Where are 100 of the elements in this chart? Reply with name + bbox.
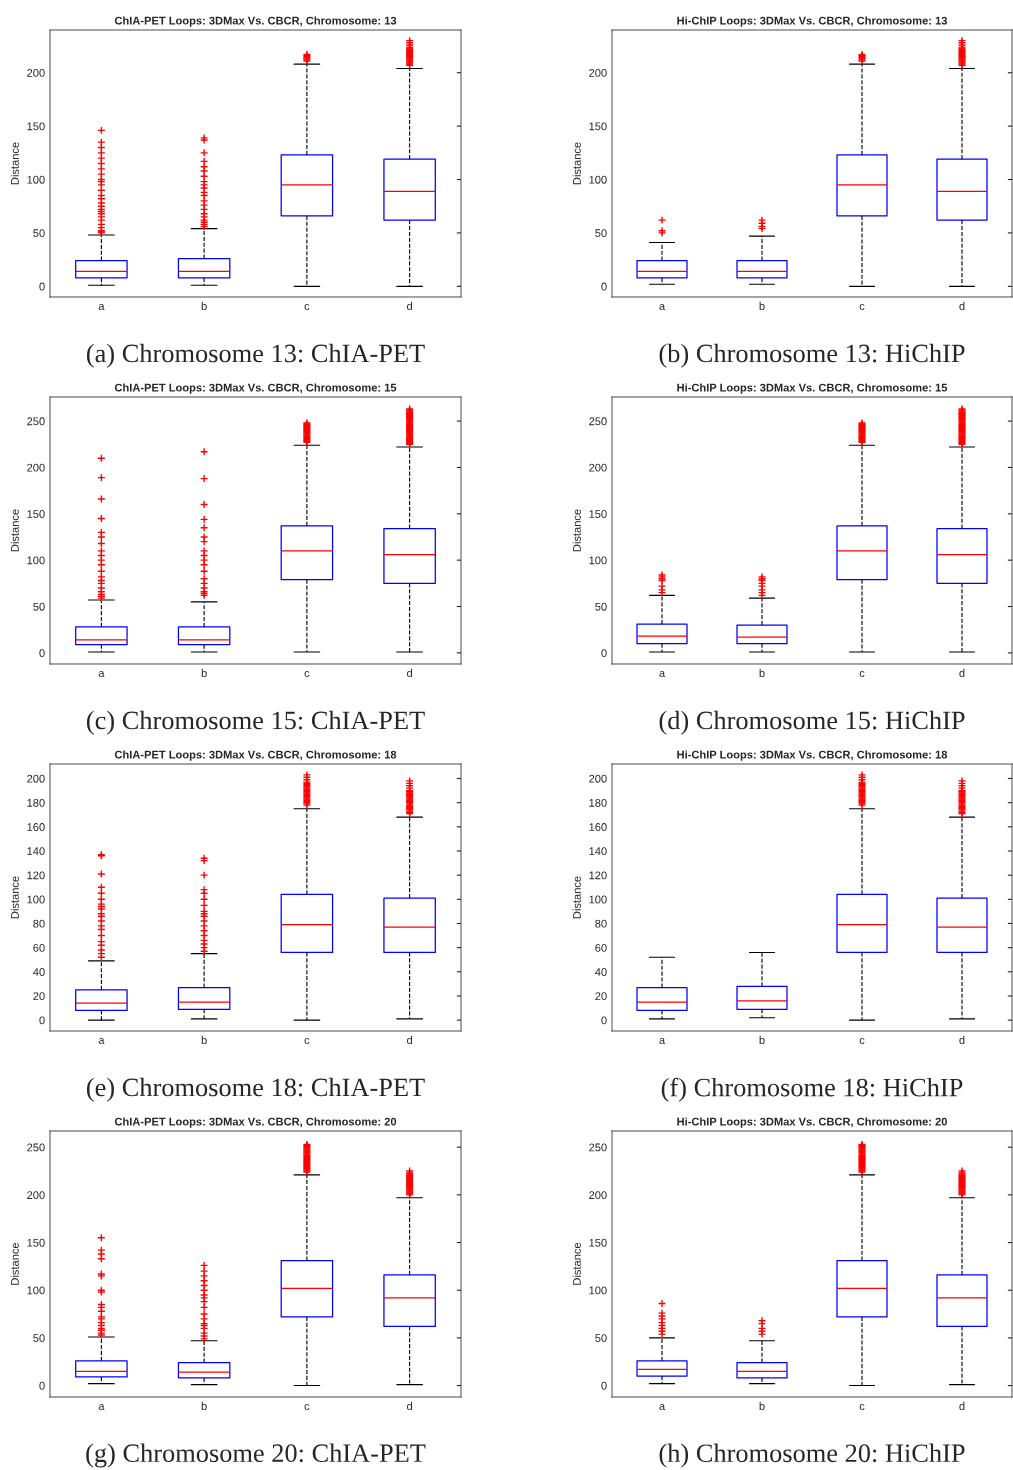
y-tick-label: 250 [589,1143,607,1152]
y-tick-label: 50 [33,229,45,238]
x-tick-label: d [959,1035,965,1045]
x-tick-label: a [659,1403,666,1411]
y-tick-label: 200 [27,774,45,783]
chart-title: ChIA-PET Loops: 3DMax Vs. CBCR, Chromosome: 13 [114,16,397,27]
x-tick-label: a [659,670,666,678]
y-tick-label: 50 [33,1334,45,1343]
chart-title: ChIA-PET Loops: 3DMax Vs. CBCR, Chromosome: 15 [114,383,397,394]
chart-title: Hi-ChIP Loops: 3DMax Vs. CBCR, Chromosome: 20 [677,1117,947,1128]
y-tick-label: 180 [589,798,607,807]
x-tick-label: b [759,668,765,678]
text: (d) Chromosome 15: HiChIP [659,710,965,735]
chart-title: Hi-ChIP Loops: 3DMax Vs. CBCR, Chromosome: 18 [677,750,948,761]
y-tick-label: 0 [39,649,45,658]
x-tick-label: c [859,1037,865,1045]
y-tick-label: 250 [589,417,607,426]
text: (a) Chromosome 13: ChIA-PET [86,343,425,368]
chart-title: ChIA-PET Loops: 3DMax Vs. CBCR, Chromosome: 20 [114,1117,397,1128]
x-tick-label: c [859,670,865,678]
x-tick-label: b [201,668,207,678]
y-tick-label: 0 [39,282,45,291]
y-axis-title: Distance [572,876,581,919]
y-axis-title: Distance [10,876,19,919]
y-tick-label: 60 [595,943,607,952]
x-tick-label: a [659,303,666,311]
y-tick-label: 40 [33,968,45,976]
y-tick-label: 0 [39,1381,45,1390]
y-tick-label: 150 [27,1238,45,1247]
y-axis-title: Distance [10,509,19,552]
y-tick-label: 100 [589,895,607,904]
y-tick-label: 20 [595,992,607,1001]
y-tick-label: 100 [27,175,45,184]
y-tick-label: 200 [589,1191,607,1200]
y-tick-label: 100 [589,175,607,184]
text: (g) Chromosome 20: ChIA-PET [86,1443,426,1468]
y-tick-label: 200 [589,463,607,472]
y-tick-label: 140 [27,847,45,856]
x-tick-label: c [304,1037,310,1045]
y-tick-label: 20 [33,992,45,1001]
text: (e) Chromosome 18: ChIA-PET [86,1077,425,1102]
x-tick-label: b [759,301,765,311]
x-tick-label: a [98,1403,105,1411]
text: (b) Chromosome 13: HiChIP [659,343,965,368]
x-tick-label: a [98,303,105,311]
chart-title: Hi-ChIP Loops: 3DMax Vs. CBCR, Chromosome: 15 [677,383,948,394]
y-tick-label: 0 [601,282,607,291]
y-tick-label: 140 [589,847,607,856]
y-tick-label: 100 [27,556,45,565]
y-tick-label: 80 [33,919,45,928]
y-tick-label: 160 [589,823,607,831]
y-tick-label: 200 [589,68,607,77]
y-tick-label: 250 [27,1143,45,1152]
y-tick-label: 200 [27,1191,45,1200]
y-axis-title: Distance [572,1242,581,1285]
y-tick-label: 0 [601,1381,607,1390]
x-tick-label: a [659,1037,666,1045]
y-tick-label: 40 [595,968,607,976]
y-tick-label: 250 [27,417,45,426]
y-axis-title: Distance [10,1242,19,1285]
y-tick-label: 50 [33,602,45,611]
y-tick-label: 50 [595,602,607,611]
x-tick-label: d [407,301,412,311]
y-tick-label: 150 [27,510,45,518]
x-tick-label: b [759,1401,765,1411]
x-tick-label: d [407,1401,412,1411]
y-tick-label: 0 [39,1016,45,1025]
x-tick-label: d [959,668,965,678]
x-tick-label: a [98,670,105,678]
y-tick-label: 200 [27,463,45,472]
text: (h) Chromosome 20: HiChIP [659,1443,965,1468]
y-tick-label: 150 [589,1238,607,1247]
x-tick-label: d [407,1035,412,1045]
y-tick-label: 120 [27,871,45,880]
y-axis-title: Distance [572,509,581,552]
y-tick-label: 0 [601,1016,607,1025]
y-tick-label: 0 [601,649,607,658]
y-tick-label: 180 [27,798,45,807]
y-tick-label: 120 [589,871,607,880]
text: (c) Chromosome 15: ChIA-PET [86,710,425,735]
x-tick-label: b [201,301,207,311]
y-tick-label: 200 [27,68,45,77]
y-tick-label: 60 [33,943,45,952]
x-tick-label: b [201,1401,207,1411]
y-tick-label: 150 [589,122,607,131]
x-tick-label: d [959,301,965,311]
x-tick-label: b [201,1035,207,1045]
chart-title: Hi-ChIP Loops: 3DMax Vs. CBCR, Chromosome: 13 [677,16,948,27]
y-tick-label: 200 [589,774,607,783]
y-tick-label: 100 [589,556,607,565]
x-tick-label: c [304,1403,310,1411]
x-tick-label: d [959,1401,965,1411]
x-tick-label: b [759,1035,765,1045]
x-tick-label: c [859,303,865,311]
y-tick-label: 100 [589,1286,607,1295]
y-tick-label: 50 [595,229,607,238]
x-tick-label: c [304,303,310,311]
x-tick-label: a [98,1037,105,1045]
y-tick-label: 150 [589,510,607,518]
y-tick-label: 100 [27,1286,45,1295]
